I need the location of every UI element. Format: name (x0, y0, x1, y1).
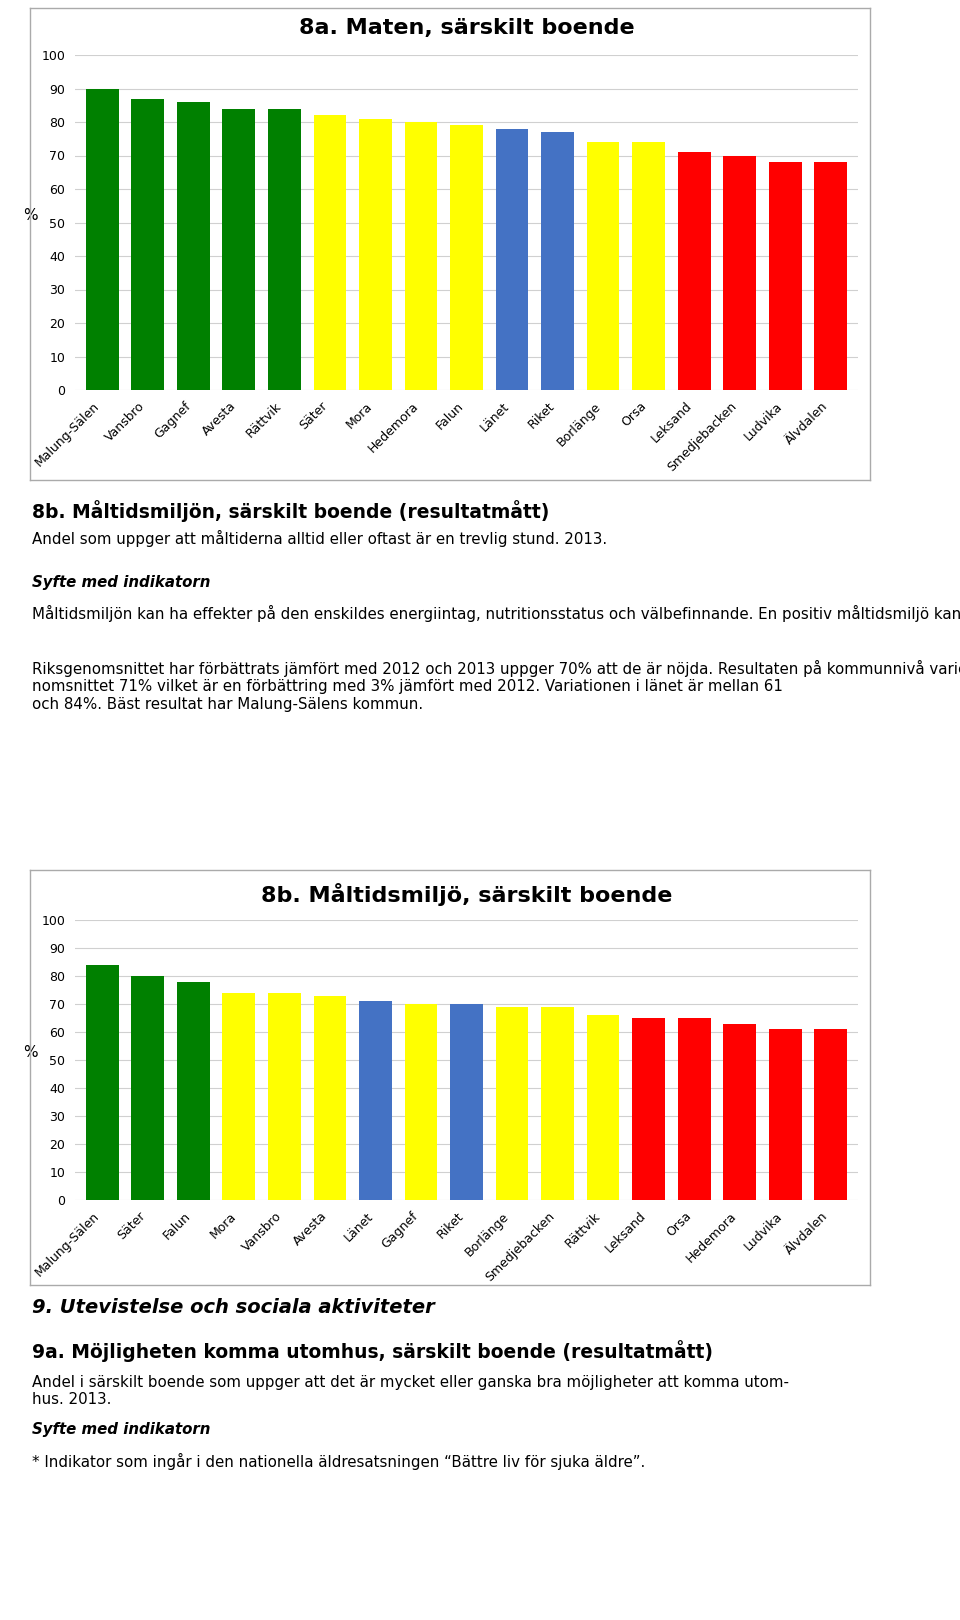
Text: 9. Utevistelse och sociala aktiviteter: 9. Utevistelse och sociala aktiviteter (32, 1298, 435, 1317)
Bar (769, 162, 802, 390)
Bar (268, 109, 300, 390)
Y-axis label: %: % (23, 207, 37, 222)
Bar (814, 162, 847, 390)
Bar (404, 1004, 438, 1200)
Text: 9a. Möjligheten komma utomhus, särskilt boende (resultatmått): 9a. Möjligheten komma utomhus, särskilt … (32, 1340, 713, 1362)
Bar (633, 1017, 665, 1200)
Bar (177, 102, 209, 390)
Text: Måltidsmiljön kan ha effekter på den enskildes energiintag, nutritionsstatus och: Måltidsmiljön kan ha effekter på den ens… (32, 604, 960, 622)
Text: 8b. Måltidsmiljö, särskilt boende: 8b. Måltidsmiljö, särskilt boende (261, 883, 672, 906)
Bar (723, 156, 756, 390)
Bar (268, 993, 300, 1200)
Bar (132, 975, 164, 1200)
Bar (404, 122, 438, 390)
Bar (223, 993, 255, 1200)
Bar (723, 1024, 756, 1200)
Bar (450, 125, 483, 390)
Bar (314, 996, 347, 1200)
Bar (541, 133, 574, 390)
Bar (132, 99, 164, 390)
Bar (769, 1029, 802, 1200)
Bar (314, 115, 347, 390)
Bar (814, 1029, 847, 1200)
Text: 8a. Maten, särskilt boende: 8a. Maten, särskilt boende (299, 18, 635, 37)
Text: * Indikator som ingår i den nationella äldresatsningen “Bättre liv för sjuka äld: * Indikator som ingår i den nationella ä… (32, 1453, 645, 1469)
Bar (359, 1001, 392, 1200)
Bar (633, 143, 665, 390)
Bar (678, 152, 710, 390)
Bar (495, 1006, 528, 1200)
Bar (495, 128, 528, 390)
Bar (450, 1004, 483, 1200)
Text: Syfte med indikatorn: Syfte med indikatorn (32, 575, 210, 590)
Bar (587, 143, 619, 390)
Text: Andel som uppger att måltiderna alltid eller oftast är en trevlig stund. 2013.: Andel som uppger att måltiderna alltid e… (32, 530, 607, 548)
Bar (86, 89, 119, 390)
Text: 8b. Måltidsmiljön, särskilt boende (resultatmått): 8b. Måltidsmiljön, särskilt boende (resu… (32, 501, 549, 522)
Y-axis label: %: % (23, 1045, 37, 1059)
Bar (587, 1016, 619, 1200)
Bar (223, 109, 255, 390)
Bar (678, 1017, 710, 1200)
Text: Syfte med indikatorn: Syfte med indikatorn (32, 1422, 210, 1437)
Bar (541, 1006, 574, 1200)
Bar (86, 966, 119, 1200)
Bar (177, 982, 209, 1200)
Bar (359, 118, 392, 390)
Text: Andel i särskilt boende som uppger att det är mycket eller ganska bra möjlighete: Andel i särskilt boende som uppger att d… (32, 1375, 789, 1408)
Text: Riksgenomsnittet har förbättrats jämfört med 2012 och 2013 uppger 70% att de är : Riksgenomsnittet har förbättrats jämfört… (32, 659, 960, 711)
